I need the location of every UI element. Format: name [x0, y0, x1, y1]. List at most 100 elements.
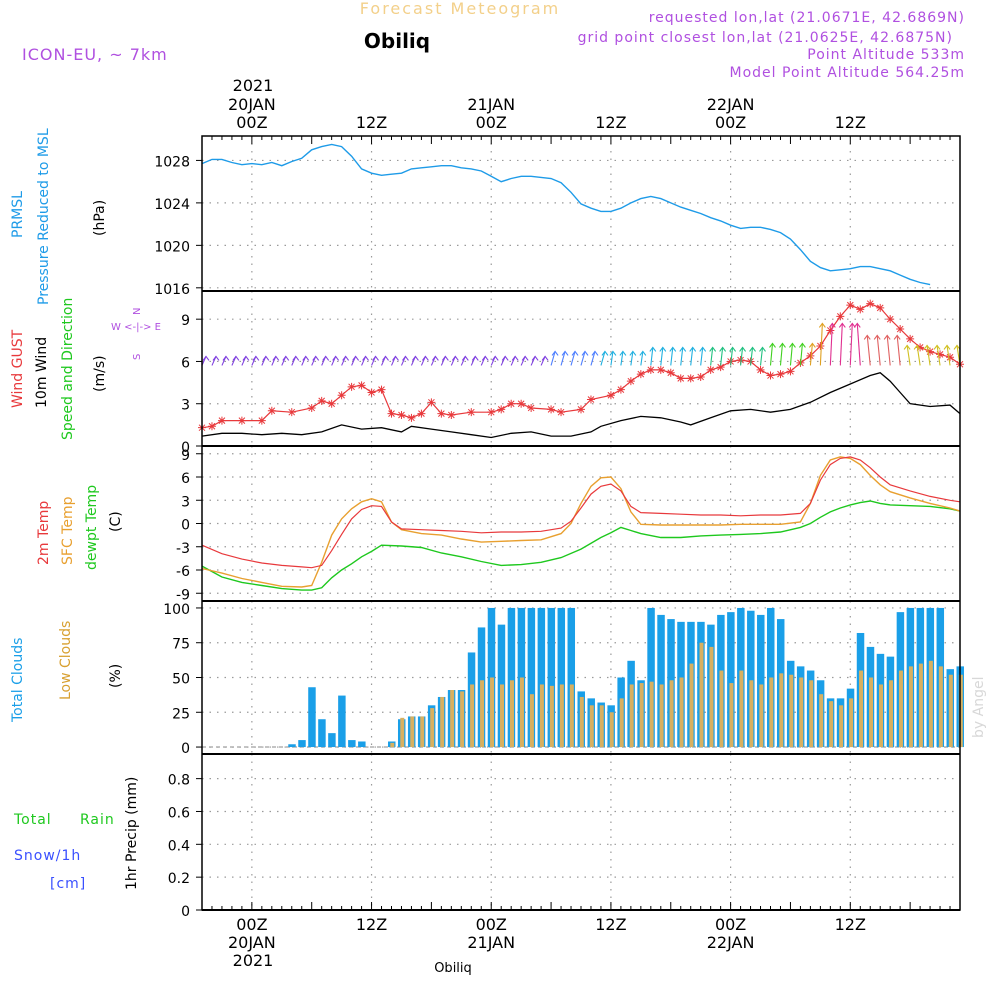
low-cloud-bar — [789, 674, 794, 748]
wind-arrow — [769, 342, 776, 366]
wind-arrow — [231, 355, 240, 366]
total-cloud-bar — [747, 610, 755, 748]
total-cloud-bar — [288, 744, 296, 748]
wind-arrow — [853, 322, 861, 366]
low-cloud-bar — [918, 663, 923, 748]
low-cloud-bar — [729, 683, 734, 748]
wind-arrow — [798, 342, 806, 366]
wind-arrow-head — [789, 342, 796, 348]
gust-marker — [527, 403, 536, 412]
y-tick-label: 9 — [181, 313, 190, 329]
wind-arrow-head — [913, 344, 921, 350]
wind-gust-label: Wind GUST — [10, 329, 26, 408]
gust-marker — [756, 365, 765, 374]
y-tick-label: 50 — [172, 672, 190, 688]
wind-arrow — [430, 355, 439, 366]
wind-arrow-head — [531, 355, 539, 361]
wind-arrow-head — [282, 355, 290, 361]
point-altitude: Point Altitude 533m — [807, 47, 965, 63]
wind-arrow-head — [481, 355, 489, 361]
wind-arrow — [659, 346, 667, 366]
wind-arrow-shaft — [839, 323, 843, 366]
wind-arrow — [789, 342, 796, 366]
wind-arrow-shaft — [730, 347, 734, 366]
wind-arrow — [600, 350, 609, 366]
wind-arrow — [490, 355, 499, 366]
gust-marker — [866, 299, 875, 308]
wind-arrow — [873, 334, 881, 366]
y-tick-label: 9 — [181, 448, 190, 464]
y-tick-label: 3 — [181, 494, 190, 510]
y-tick-label: 0 — [181, 904, 190, 920]
wind-arrow-shaft — [580, 351, 586, 366]
low-cloud-bar — [849, 698, 854, 748]
low-cloud-bar — [809, 680, 814, 748]
total-cloud-bar — [567, 607, 576, 748]
bottom-date-label: 21JAN — [467, 933, 515, 952]
wind-arrow-shaft — [819, 323, 823, 366]
grid-point-coords: grid point closest lon,lat (21.0625E, 42… — [578, 30, 953, 46]
wind-arrow — [719, 346, 727, 366]
y-tick-label: 1020 — [154, 239, 190, 255]
wind-arrow-head — [679, 346, 687, 352]
wind-arrow-head — [521, 355, 529, 361]
low-cloud-bar — [839, 705, 844, 748]
wind-arrow-head — [352, 355, 360, 361]
top-time-label: 12Z — [595, 113, 626, 132]
speed-direction-label: Speed and Direction — [60, 298, 76, 440]
gust-marker — [876, 303, 885, 312]
wind-arrow-shaft — [779, 343, 784, 366]
gust-marker — [836, 312, 845, 321]
wind-arrow-shaft — [856, 323, 861, 366]
wind-arrow-head — [883, 334, 891, 340]
low-cloud-bar — [948, 674, 953, 748]
low-cloud-bar — [569, 684, 574, 748]
gust-marker — [257, 416, 266, 425]
wind-arrow-head — [302, 355, 310, 361]
wind-arrow — [341, 355, 350, 366]
wind-arrow — [699, 346, 707, 366]
wind-arrow-shaft — [789, 343, 793, 366]
wind-arrow — [271, 355, 280, 366]
wind-arrow-shaft — [720, 347, 724, 366]
top-date-label: 21JAN — [467, 95, 515, 114]
gust-marker — [377, 385, 386, 394]
top-year: 2021 — [233, 76, 274, 95]
wind-arrow — [639, 350, 647, 366]
wind-arrow — [301, 355, 310, 366]
wind-arrow-head — [609, 350, 617, 356]
wind-arrow-shaft — [750, 347, 754, 366]
top-time-label: 00Z — [236, 113, 267, 132]
wind-arrow-head — [322, 355, 330, 361]
wind-arrow-head — [372, 355, 379, 361]
gust-marker — [896, 325, 905, 334]
low-cloud-bar — [639, 683, 644, 748]
wind-arrow — [540, 355, 549, 366]
gust-marker — [557, 408, 566, 417]
wind-arrow-head — [451, 355, 459, 361]
wind-arrow-head — [808, 342, 816, 348]
low-cloud-bar — [689, 663, 694, 748]
low-cloud-bar — [579, 696, 584, 748]
low-cloud-bar — [599, 705, 604, 748]
gust-marker — [846, 301, 855, 310]
y-tick-label: 100 — [163, 602, 190, 618]
wind-arrow — [739, 346, 747, 366]
wind-arrow — [480, 355, 489, 366]
low-cloud-bar — [779, 673, 784, 748]
wind-arrow-head — [491, 355, 499, 361]
wind-arrow-head — [421, 355, 429, 361]
low-cloud-bar — [829, 701, 834, 748]
gust-marker — [407, 413, 416, 422]
gust-marker — [706, 365, 715, 374]
wind-arrow-head — [461, 355, 469, 361]
wind-arrow-head — [769, 342, 776, 348]
wind-arrow-head — [853, 322, 861, 328]
wind-arrow-head — [863, 334, 871, 340]
wind-arrow-head — [412, 355, 419, 361]
wind-arrow-head — [699, 346, 707, 352]
gust-marker — [766, 371, 775, 380]
gust-marker — [916, 343, 925, 352]
wind-arrow-shaft — [866, 335, 871, 366]
wind-arrow-head — [689, 346, 697, 352]
